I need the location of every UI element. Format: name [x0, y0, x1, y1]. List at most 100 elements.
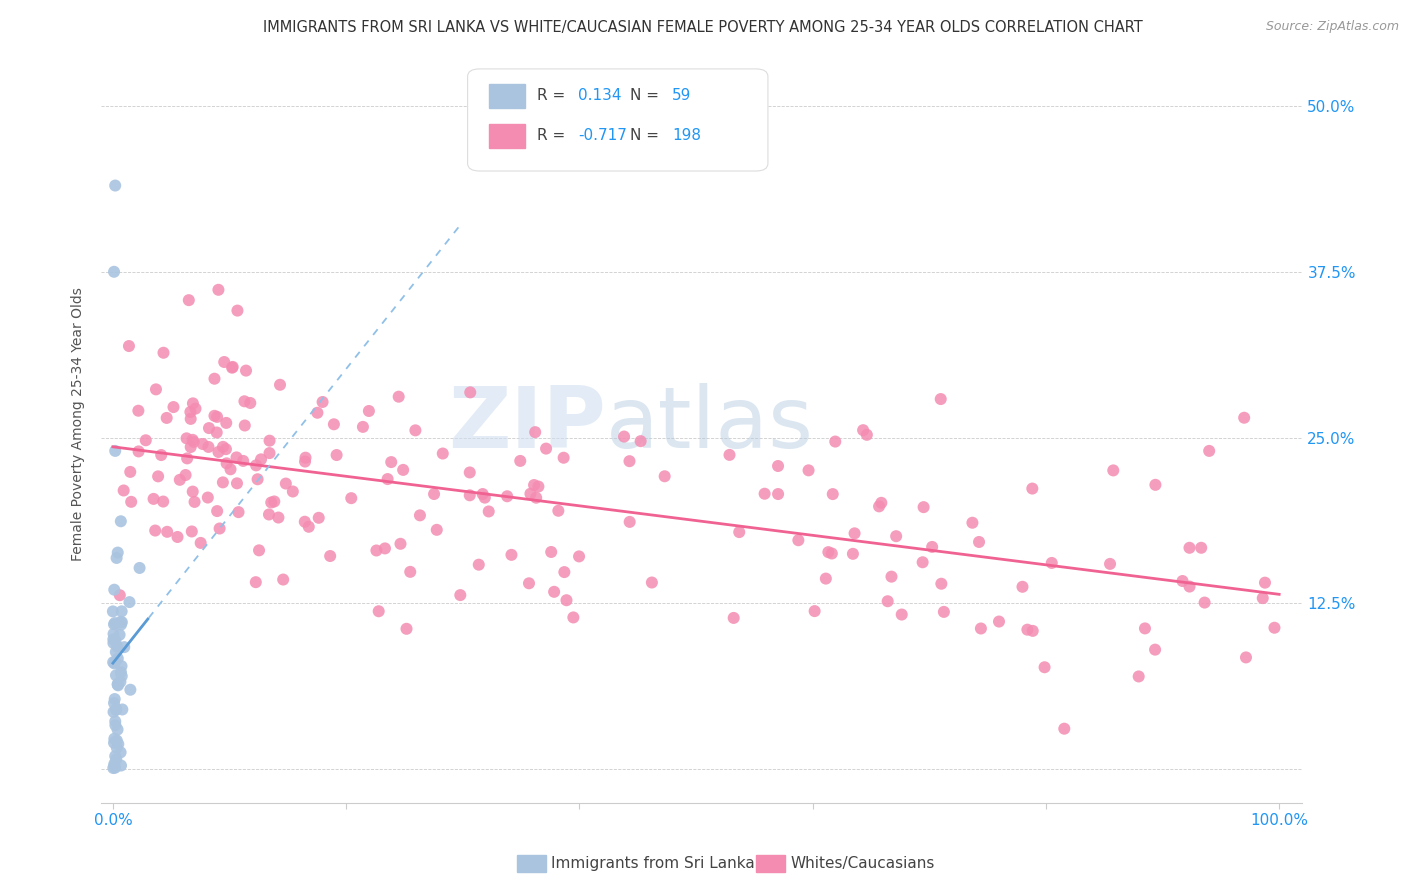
Point: [824, 434, 846, 449]
Point: [1251, 591, 1274, 606]
Point: [842, 547, 865, 561]
Point: [110, 617, 132, 632]
Point: [988, 615, 1011, 629]
Point: [215, 416, 238, 430]
Point: [247, 543, 270, 558]
Point: [107, 677, 129, 691]
Text: IMMIGRANTS FROM SRI LANKA VS WHITE/CAUCASIAN FEMALE POVERTY AMONG 25-34 YEAR OLD: IMMIGRANTS FROM SRI LANKA VS WHITE/CAUCA…: [263, 20, 1143, 35]
Point: [208, 521, 231, 535]
Point: [534, 442, 557, 456]
Point: [260, 495, 283, 509]
Point: [127, 403, 149, 417]
Point: [271, 573, 294, 587]
Point: [340, 491, 363, 505]
Point: [112, 483, 135, 498]
Point: [169, 473, 191, 487]
Point: [517, 576, 540, 591]
Point: [204, 372, 226, 386]
Point: [180, 440, 202, 454]
Point: [307, 406, 329, 420]
Point: [468, 558, 491, 572]
Point: [103, 696, 125, 710]
Point: [844, 526, 866, 541]
Point: [821, 487, 844, 501]
Point: [880, 569, 903, 583]
Point: [104, 761, 127, 775]
Point: [1133, 621, 1156, 635]
Point: [374, 541, 396, 556]
Point: [212, 440, 235, 454]
Point: [803, 604, 825, 618]
Point: [921, 540, 943, 554]
Point: [911, 555, 934, 569]
Point: [103, 265, 125, 279]
Point: [107, 651, 129, 665]
Point: [1171, 574, 1194, 588]
Point: [135, 434, 157, 448]
Point: [245, 458, 267, 473]
Point: [239, 396, 262, 410]
Point: [183, 495, 205, 509]
Point: [766, 487, 789, 501]
Point: [962, 516, 984, 530]
Point: [553, 565, 575, 579]
Point: [110, 745, 132, 759]
Point: [233, 418, 256, 433]
Point: [108, 588, 131, 602]
Point: [246, 472, 269, 486]
Point: [377, 472, 399, 486]
Point: [110, 659, 132, 673]
Point: [103, 705, 125, 719]
Point: [105, 733, 128, 747]
Point: [519, 487, 541, 501]
Point: [110, 758, 132, 772]
Point: [1021, 482, 1043, 496]
Point: [219, 462, 242, 476]
Point: [222, 359, 245, 374]
Point: [366, 543, 388, 558]
Point: [103, 582, 125, 597]
Point: [1102, 463, 1125, 477]
Y-axis label: Female Poverty Among 25-34 Year Olds: Female Poverty Among 25-34 Year Olds: [72, 287, 86, 561]
Point: [197, 491, 219, 505]
Text: Source: ZipAtlas.com: Source: ZipAtlas.com: [1265, 20, 1399, 33]
Point: [215, 442, 238, 457]
Point: [104, 616, 127, 631]
Point: [1254, 575, 1277, 590]
Point: [180, 412, 202, 426]
Point: [294, 515, 316, 529]
Point: [104, 718, 127, 732]
Point: [177, 293, 200, 307]
Point: [250, 452, 273, 467]
Point: [367, 604, 389, 618]
Point: [553, 450, 575, 465]
Point: [562, 610, 585, 624]
Point: [181, 396, 204, 410]
Point: [797, 463, 820, 477]
Text: R =: R =: [537, 88, 571, 103]
Point: [235, 363, 257, 377]
Point: [207, 283, 229, 297]
Point: [1178, 541, 1201, 555]
Point: [380, 455, 402, 469]
Point: [104, 714, 127, 729]
Point: [118, 339, 141, 353]
Point: [392, 463, 415, 477]
Point: [619, 515, 641, 529]
Point: [228, 505, 250, 519]
Point: [395, 622, 418, 636]
Point: [111, 669, 134, 683]
Point: [156, 411, 179, 425]
Point: [1144, 478, 1167, 492]
Point: [269, 377, 291, 392]
Point: [723, 611, 745, 625]
Point: [128, 561, 150, 575]
Text: 0.134: 0.134: [578, 88, 621, 103]
Point: [766, 458, 789, 473]
Point: [104, 749, 127, 764]
Point: [389, 537, 412, 551]
Point: [630, 434, 652, 449]
Point: [145, 382, 167, 396]
Point: [103, 636, 125, 650]
Point: [221, 360, 243, 375]
